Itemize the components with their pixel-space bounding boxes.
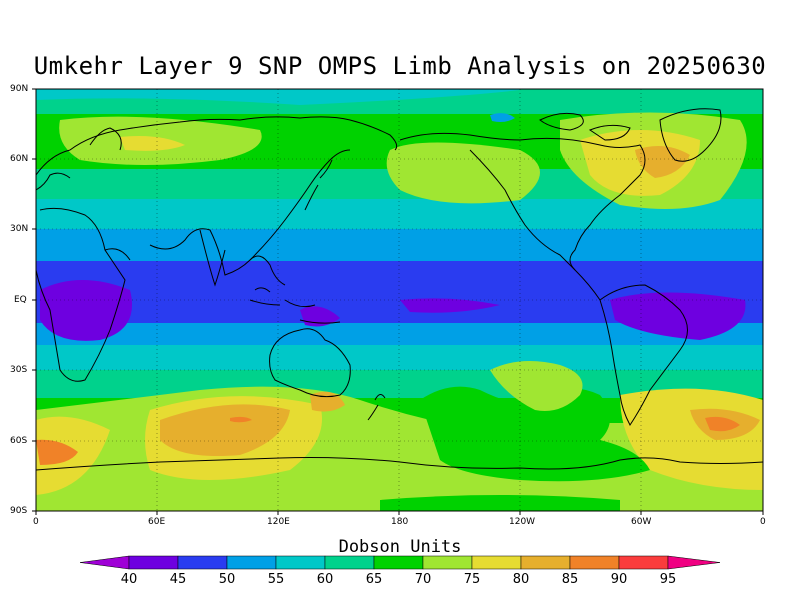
colorbar-label: 70 <box>414 572 432 587</box>
lat-label: 60N <box>10 154 29 164</box>
ozone-field <box>36 89 763 511</box>
colorbar-label: 65 <box>365 572 383 587</box>
colorbar-title: Dobson Units <box>338 537 462 557</box>
lat-label: 90S <box>10 506 28 516</box>
lat-label: 30S <box>10 365 28 375</box>
lon-label: 120E <box>267 517 290 527</box>
lon-label: 0 <box>33 517 39 527</box>
lon-label: 120W <box>509 517 536 527</box>
colorbar-label: 45 <box>169 572 187 587</box>
chart-title: Umkehr Layer 9 SNP OMPS Limb Analysis on… <box>33 52 767 80</box>
colorbar-label: 60 <box>316 572 334 587</box>
colorbar-label: 90 <box>610 572 628 587</box>
lon-label: 0 <box>760 517 766 527</box>
lon-label: 60W <box>631 517 652 527</box>
colorbar-label: 50 <box>218 572 236 587</box>
colorbar-label: 55 <box>267 572 285 587</box>
lon-label: 180 <box>391 517 409 527</box>
lat-label: 90N <box>10 84 29 94</box>
colorbar-label: 85 <box>561 572 579 587</box>
colorbar-label: 80 <box>512 572 530 587</box>
coastlines <box>36 108 763 471</box>
lat-label: 60S <box>10 436 28 446</box>
lat-label: EQ <box>14 295 27 305</box>
lat-label: 30N <box>10 224 29 234</box>
tick-marks <box>32 88 764 515</box>
lon-label: 60E <box>148 517 166 527</box>
colorbar-label: 75 <box>463 572 481 587</box>
colorbar-label: 95 <box>659 572 677 587</box>
colorbar-label: 40 <box>120 572 138 587</box>
